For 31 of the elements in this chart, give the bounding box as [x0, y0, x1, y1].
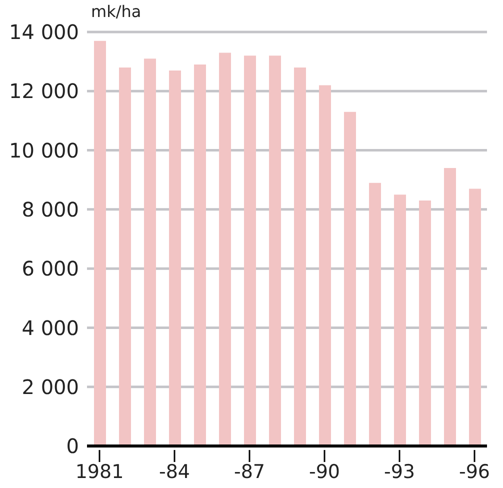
x-tick-label: 1981 [75, 461, 124, 483]
bar [219, 52, 231, 446]
bar [194, 64, 206, 446]
bar [419, 200, 431, 446]
bar [319, 85, 331, 446]
x-tick-label: -90 [308, 461, 340, 483]
y-tick-label: 12 000 [9, 79, 79, 104]
y-tick-label: 2 000 [22, 374, 79, 399]
y-tick-label: 6 000 [22, 256, 79, 281]
bar [244, 56, 256, 446]
bar [369, 182, 381, 446]
bar [119, 67, 131, 446]
x-tick-label: -84 [158, 461, 190, 483]
y-axis-title: mk/ha [91, 2, 142, 21]
bar [294, 67, 306, 446]
y-tick-label: 0 [66, 434, 79, 458]
bar [444, 168, 456, 446]
bar [344, 112, 356, 446]
y-tick-label: 8 000 [22, 198, 79, 222]
x-tick-label: -96 [458, 461, 490, 483]
bar [269, 56, 281, 446]
bar [169, 70, 181, 446]
bar [144, 58, 156, 446]
bar [469, 188, 481, 446]
x-tick-label: -93 [384, 461, 416, 483]
bar [94, 40, 106, 446]
x-tick-label: -87 [234, 461, 266, 483]
y-tick-label: 4 000 [22, 316, 79, 340]
bar [394, 194, 406, 446]
y-tick-label: 10 000 [9, 138, 79, 162]
y-tick-label: 14 000 [9, 20, 79, 44]
